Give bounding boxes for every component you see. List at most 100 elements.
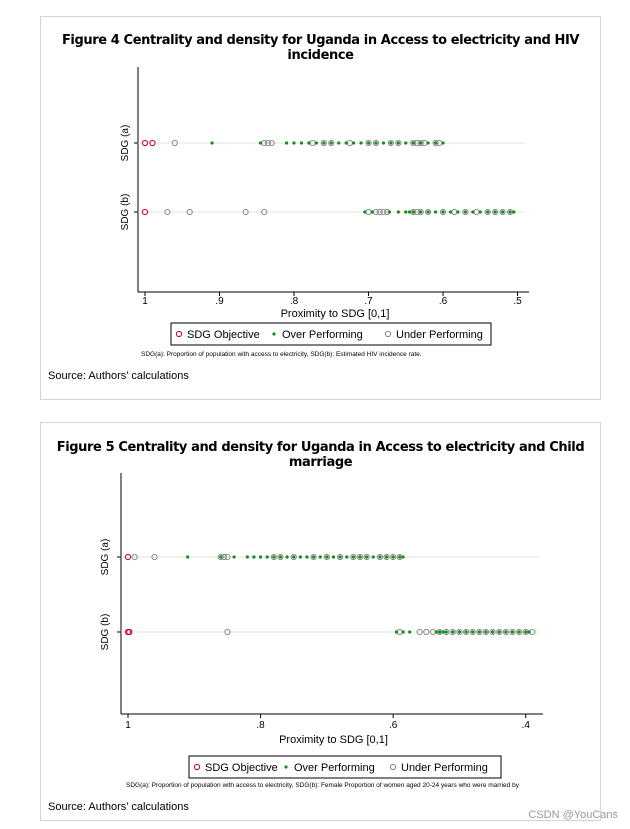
point-over-performing (331, 555, 336, 559)
point-over-performing (389, 141, 393, 145)
point-over-performing (351, 555, 355, 559)
point-over-performing (527, 630, 531, 634)
point-over-performing (284, 141, 289, 145)
point-over-performing (329, 141, 333, 145)
point-under-performing (489, 628, 496, 636)
point-sdg-objective (141, 208, 149, 216)
point-over-performing (433, 210, 438, 214)
point-over-performing (484, 630, 488, 634)
point-over-performing (292, 555, 296, 559)
point-under-performing (268, 139, 275, 147)
point-under-performing (482, 628, 490, 636)
point-over-performing (338, 555, 342, 559)
point-over-performing (407, 210, 412, 214)
x-tick-label: .6 (439, 296, 448, 307)
point-under-performing (469, 628, 476, 636)
point-over-performing (451, 630, 455, 634)
point-under-performing (383, 553, 390, 561)
chart-note: SDG(a): Proportion of population with ac… (141, 351, 422, 358)
point-under-performing (277, 553, 284, 561)
point-under-performing (496, 628, 503, 636)
legend-label: SDG Objective (205, 762, 278, 774)
legend-label: Over Performing (294, 762, 375, 774)
point-over-performing (232, 555, 236, 559)
point-over-performing (501, 210, 505, 214)
point-over-performing (517, 630, 521, 634)
x-tick-label: .7 (364, 296, 373, 307)
point-over-performing (404, 141, 408, 145)
point-over-performing (490, 630, 495, 634)
point-under-performing (492, 208, 499, 216)
point-over-performing (401, 555, 405, 559)
point-under-performing (462, 628, 470, 636)
point-over-performing (322, 141, 326, 145)
point-over-performing (448, 210, 453, 214)
y-category-label: SDG (a) (100, 539, 111, 576)
point-over-performing (210, 141, 214, 145)
point-over-performing (370, 210, 374, 214)
point-over-performing (305, 555, 309, 559)
point-under-performing (390, 553, 397, 561)
legend-box (188, 755, 502, 779)
point-over-performing (497, 630, 501, 634)
point-under-performing (462, 208, 469, 216)
point-over-performing (404, 210, 408, 214)
point-over-performing (477, 630, 481, 634)
x-tick-label: 1 (142, 296, 148, 307)
point-under-performing (439, 208, 447, 216)
point-under-performing (350, 553, 357, 561)
point-over-performing (504, 630, 508, 634)
point-under-performing (484, 208, 491, 216)
point-over-performing (307, 141, 311, 145)
point-over-performing (352, 141, 356, 145)
legend-box (170, 322, 492, 346)
point-over-performing (358, 555, 362, 559)
point-under-performing (270, 553, 277, 561)
point-over-performing (258, 555, 263, 559)
y-category-label: SDG (b) (100, 614, 111, 651)
point-under-performing (395, 139, 402, 147)
point-under-performing (186, 208, 193, 216)
point-over-performing (478, 210, 482, 214)
point-over-performing (387, 210, 391, 214)
point-over-performing (396, 210, 400, 214)
point-over-performing (299, 141, 304, 145)
point-over-performing (419, 141, 423, 145)
point-under-performing (376, 553, 384, 561)
point-over-performing (186, 555, 190, 559)
legend-marker-objective (193, 763, 201, 771)
point-over-performing (345, 555, 349, 559)
point-sdg-objective (149, 139, 156, 147)
figure-5-title: Figure 5 Centrality and density for Ugan… (56, 440, 585, 470)
point-under-performing (131, 553, 138, 561)
figure-4-source: Source: Authors’ calculations (48, 370, 189, 382)
figure-4-title: Figure 4 Centrality and density for Ugan… (61, 33, 580, 63)
x-axis-title: Proximity to SDG [0,1] (281, 308, 390, 320)
point-over-performing (325, 555, 329, 559)
legend-label: Under Performing (401, 762, 488, 774)
point-over-performing (366, 141, 371, 145)
point-over-performing (457, 630, 462, 634)
watermark: CSDN @YouCans (528, 809, 618, 821)
point-over-performing (378, 555, 382, 559)
point-over-performing (426, 141, 430, 145)
point-under-performing (502, 628, 509, 636)
figure-5-source: Source: Authors’ calculations (48, 801, 189, 813)
chart-note: SDG(a): Proportion of population with ac… (126, 782, 520, 789)
point-over-performing (272, 555, 276, 559)
x-tick-label: 1 (125, 720, 131, 731)
point-over-performing (285, 555, 289, 559)
point-over-performing (318, 555, 322, 559)
x-tick-label: .9 (215, 296, 224, 307)
point-over-performing (444, 630, 448, 634)
point-sdg-objective (126, 628, 133, 636)
point-under-performing (290, 553, 297, 561)
figure-5-panel: Figure 5 Centrality and density for Ugan… (40, 422, 601, 821)
point-over-performing (359, 141, 363, 145)
point-over-performing (434, 630, 438, 634)
point-under-performing (328, 139, 335, 147)
point-over-performing (278, 555, 283, 559)
point-over-performing (219, 555, 223, 559)
point-under-performing (151, 553, 158, 561)
point-over-performing (419, 210, 423, 214)
